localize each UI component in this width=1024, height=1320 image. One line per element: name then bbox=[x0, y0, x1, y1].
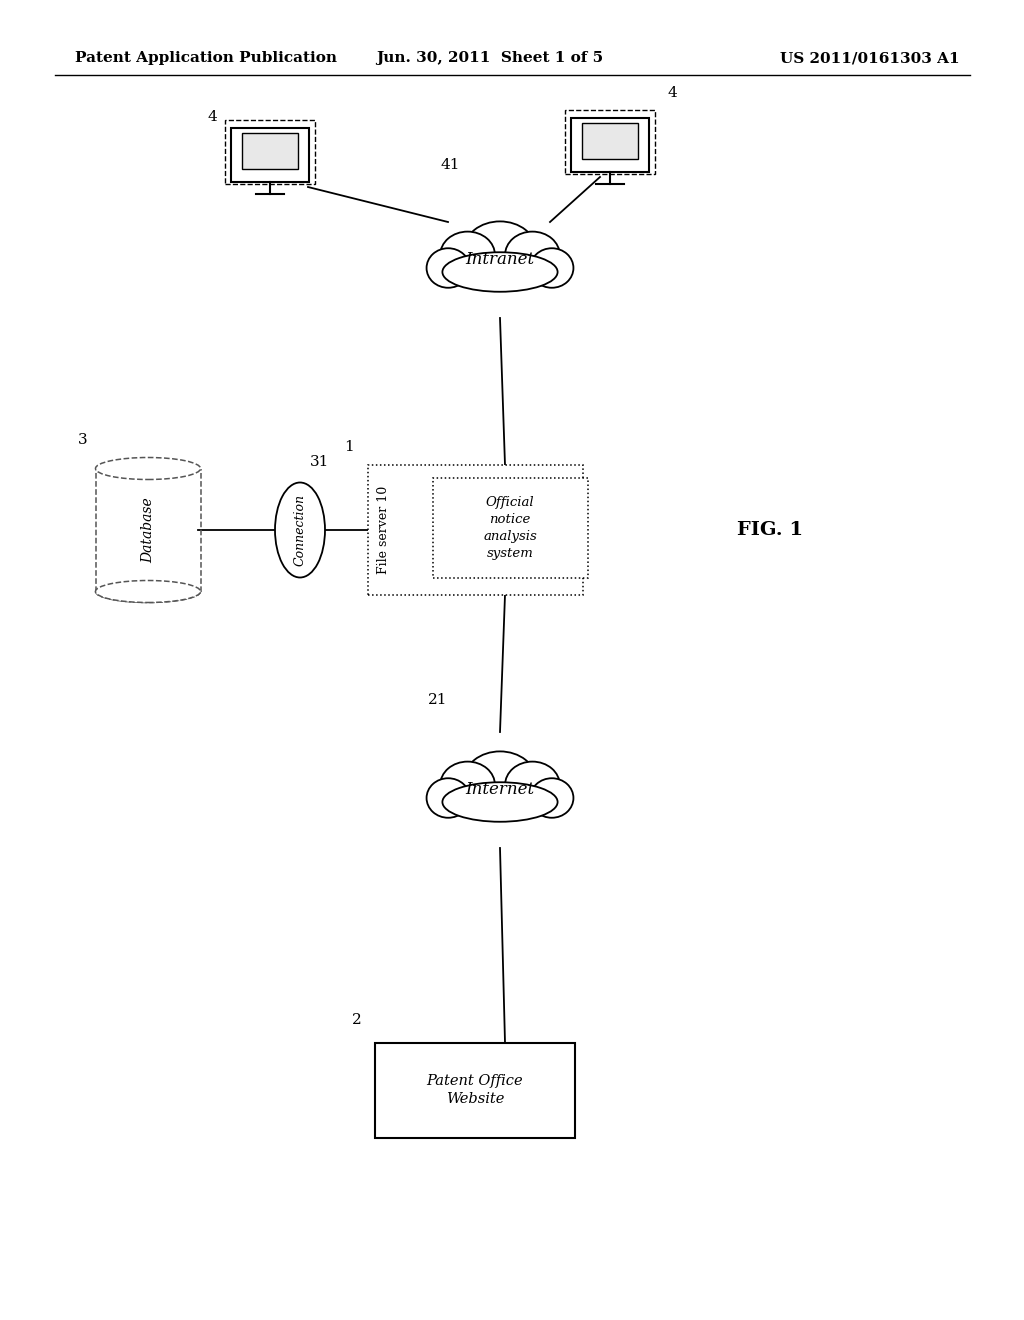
Text: 41: 41 bbox=[440, 158, 460, 172]
Ellipse shape bbox=[505, 231, 560, 279]
Text: 3: 3 bbox=[78, 433, 88, 447]
Text: Database: Database bbox=[141, 498, 155, 562]
Text: 4: 4 bbox=[667, 86, 677, 100]
Text: Patent Application Publication: Patent Application Publication bbox=[75, 51, 337, 65]
FancyBboxPatch shape bbox=[565, 110, 655, 174]
Ellipse shape bbox=[464, 222, 536, 279]
Ellipse shape bbox=[275, 483, 325, 578]
Ellipse shape bbox=[95, 458, 201, 479]
Ellipse shape bbox=[427, 248, 470, 288]
Text: Patent Office
Website: Patent Office Website bbox=[427, 1073, 523, 1106]
Ellipse shape bbox=[530, 248, 573, 288]
Text: Intranet: Intranet bbox=[466, 252, 535, 268]
Text: Official
notice
analysis
system: Official notice analysis system bbox=[483, 496, 537, 560]
FancyBboxPatch shape bbox=[432, 478, 588, 578]
Text: 2: 2 bbox=[352, 1014, 361, 1027]
Ellipse shape bbox=[442, 252, 558, 292]
FancyBboxPatch shape bbox=[582, 123, 638, 158]
Text: Connection: Connection bbox=[294, 494, 306, 566]
Text: FIG. 1: FIG. 1 bbox=[737, 521, 803, 539]
Text: Internet: Internet bbox=[466, 781, 535, 799]
Text: US 2011/0161303 A1: US 2011/0161303 A1 bbox=[780, 51, 961, 65]
FancyBboxPatch shape bbox=[571, 117, 649, 172]
Ellipse shape bbox=[440, 231, 495, 279]
Text: Jun. 30, 2011  Sheet 1 of 5: Jun. 30, 2011 Sheet 1 of 5 bbox=[377, 51, 603, 65]
Ellipse shape bbox=[464, 751, 536, 809]
Text: 1: 1 bbox=[345, 440, 354, 454]
FancyBboxPatch shape bbox=[375, 1043, 575, 1138]
Ellipse shape bbox=[427, 779, 470, 818]
Text: 31: 31 bbox=[310, 455, 330, 469]
FancyBboxPatch shape bbox=[242, 133, 298, 169]
Ellipse shape bbox=[442, 783, 558, 822]
FancyBboxPatch shape bbox=[368, 465, 583, 595]
Text: 4: 4 bbox=[207, 110, 217, 124]
Ellipse shape bbox=[505, 762, 560, 808]
Text: 21: 21 bbox=[428, 693, 447, 708]
Text: File server 10: File server 10 bbox=[377, 486, 390, 574]
FancyBboxPatch shape bbox=[231, 128, 309, 182]
Ellipse shape bbox=[95, 581, 201, 602]
FancyBboxPatch shape bbox=[225, 120, 315, 183]
Ellipse shape bbox=[440, 762, 495, 808]
Ellipse shape bbox=[530, 779, 573, 818]
